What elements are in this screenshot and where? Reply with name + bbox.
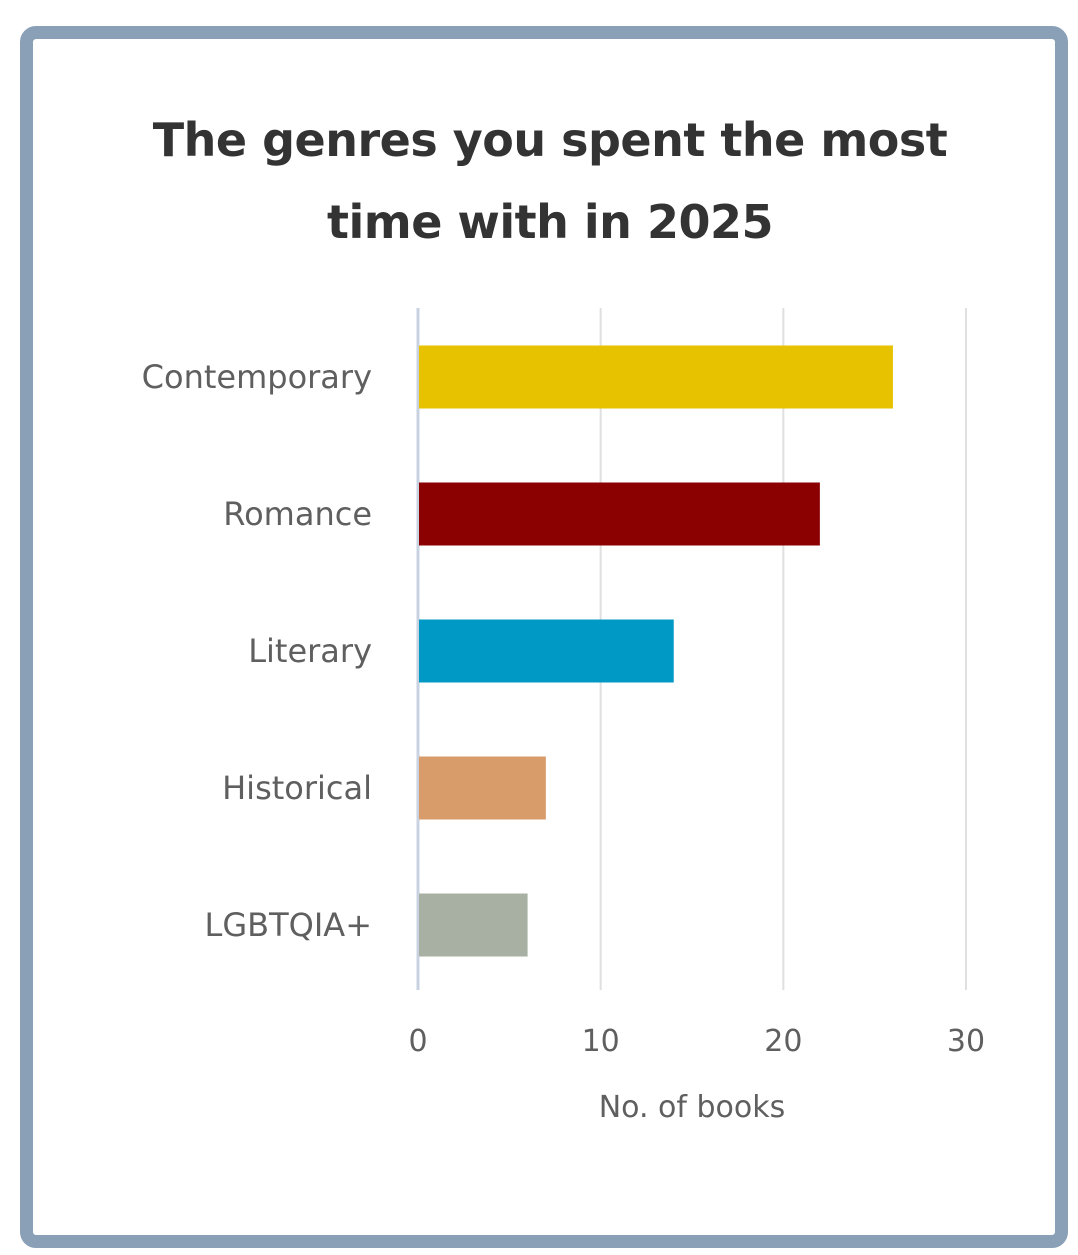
chart-title: The genres you spent the most time with …: [152, 113, 948, 249]
chart-card: The genres you spent the most time with …: [20, 26, 1068, 1248]
x-tick-label: 30: [947, 1024, 985, 1059]
category-label: Historical: [222, 769, 372, 807]
category-label: Contemporary: [142, 358, 372, 396]
category-label: Literary: [248, 632, 372, 670]
x-axis-title: No. of books: [599, 1090, 786, 1125]
x-tick-label: 10: [582, 1024, 620, 1059]
x-tick-label: 20: [764, 1024, 802, 1059]
x-tick-label: 0: [408, 1024, 427, 1059]
bar-romance: [419, 482, 820, 546]
category-label: LGBTQIA+: [205, 906, 372, 944]
bar-historical: [419, 756, 546, 820]
bar-lgbtqia: [419, 893, 528, 957]
bar-literary: [419, 619, 674, 683]
bar-contemporary: [419, 345, 893, 409]
category-label: Romance: [223, 495, 372, 533]
